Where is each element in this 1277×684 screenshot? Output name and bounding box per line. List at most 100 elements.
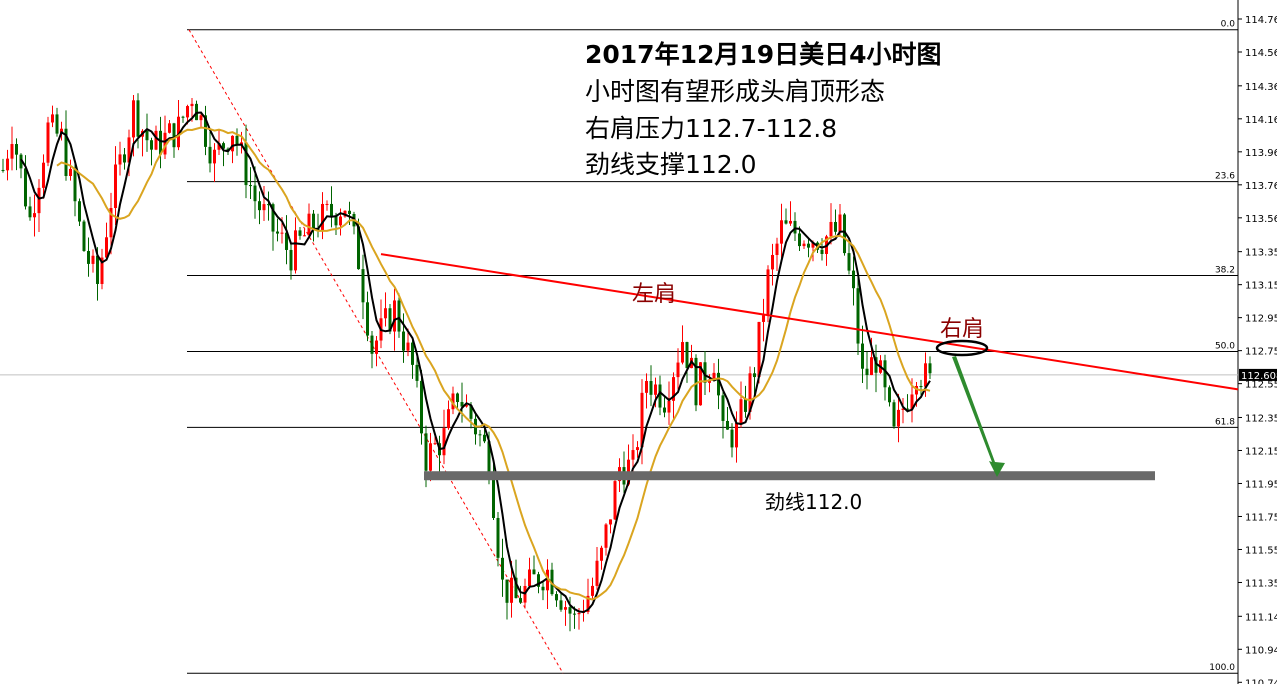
candle-body: [906, 408, 909, 410]
candle-body: [60, 128, 63, 134]
candle-body: [289, 249, 293, 271]
candle-body: [645, 380, 648, 393]
y-tick-label: 112.555: [1245, 380, 1277, 391]
candle-body: [771, 254, 774, 270]
candle-body: [451, 393, 455, 410]
neckline-support-bar: [424, 471, 1155, 481]
candle-body: [87, 250, 90, 264]
right-shoulder-label: 右肩: [940, 317, 985, 342]
candle-body: [123, 154, 126, 163]
candle-body: [532, 569, 536, 575]
candle-body: [681, 342, 684, 363]
candle-body: [888, 387, 891, 403]
candle-body: [766, 269, 770, 316]
candle-body: [190, 103, 194, 107]
candle-body: [339, 216, 342, 226]
candle-body: [303, 235, 306, 237]
candle-body: [847, 253, 851, 271]
candle-body: [667, 400, 671, 413]
neckline-trendline: [380, 253, 1239, 391]
candle-body: [514, 577, 518, 599]
candle-body: [892, 402, 896, 427]
candle-body: [591, 585, 594, 596]
y-tick-label: 112.350: [1245, 413, 1277, 424]
y-tick-label: 112.955: [1245, 314, 1277, 325]
y-tick-label: 112.755: [1245, 347, 1277, 358]
candle-body: [294, 230, 297, 271]
candle-body: [46, 122, 50, 163]
candle-body: [411, 342, 414, 365]
candle-body: [181, 116, 185, 118]
candle-body: [883, 360, 887, 388]
candle-body: [37, 187, 41, 214]
candle-body: [298, 230, 302, 236]
candle-body: [735, 422, 738, 448]
candle-body: [406, 342, 410, 351]
candle-body: [613, 481, 617, 520]
y-tick-label: 113.355: [1245, 248, 1277, 259]
candle-body: [573, 613, 576, 615]
y-tick-label: 112.150: [1245, 446, 1277, 457]
candle-body: [415, 364, 419, 381]
candle-body: [249, 185, 252, 187]
candle-body: [928, 363, 932, 374]
candle-body: [793, 220, 797, 234]
candle-body: [519, 598, 522, 603]
fib-level-label: 100.0: [1209, 663, 1235, 673]
candle-body: [64, 128, 68, 176]
candle-body: [919, 386, 923, 388]
candle-body: [208, 146, 212, 164]
candle-body: [762, 315, 765, 322]
candle-body: [172, 123, 176, 148]
candle-body: [811, 242, 815, 248]
candle-body: [861, 343, 864, 369]
candle-body: [330, 203, 333, 217]
candle-body: [51, 114, 54, 123]
candle-body: [1, 169, 5, 171]
candle-body: [42, 162, 45, 188]
candle-body: [730, 429, 734, 448]
candle-body: [105, 237, 108, 258]
candle-body: [856, 288, 860, 344]
candle-body: [775, 243, 779, 255]
candle-body: [334, 216, 338, 226]
candle-body: [802, 243, 806, 247]
candle-body: [721, 395, 725, 421]
y-tick-label: 114.565: [1245, 48, 1277, 59]
candle-body: [496, 517, 500, 558]
candle-body: [469, 405, 473, 419]
candle-body: [6, 158, 9, 171]
candle-body: [843, 214, 846, 254]
candle-body: [789, 220, 792, 224]
candle-body: [78, 201, 81, 222]
candle-body: [654, 384, 657, 395]
candle-body: [807, 243, 810, 248]
candle-body: [447, 409, 450, 429]
candle-body: [631, 450, 635, 460]
candle-body: [595, 560, 599, 586]
candle-body: [564, 607, 567, 610]
candle-body: [433, 443, 437, 445]
candle-body: [168, 123, 171, 133]
candle-body: [784, 220, 788, 224]
candle-body: [393, 300, 396, 332]
candle-body: [73, 168, 77, 202]
candle-body: [366, 302, 369, 336]
candle-body: [24, 168, 27, 207]
candle-body: [487, 441, 491, 476]
y-tick-label: 111.750: [1245, 512, 1277, 523]
candle-body: [213, 149, 216, 164]
candle-body: [204, 115, 207, 147]
y-tick-label: 114.160: [1245, 115, 1277, 126]
candle-body: [901, 408, 905, 410]
candle-body: [528, 569, 531, 586]
candle-body: [82, 221, 86, 251]
candle-body: [145, 130, 149, 141]
candle-body: [829, 221, 833, 237]
candle-body: [307, 213, 311, 236]
candle-body: [163, 132, 167, 155]
candle-body: [636, 447, 639, 451]
y-tick-label: 110.945: [1245, 645, 1277, 656]
candle-body: [420, 380, 423, 434]
